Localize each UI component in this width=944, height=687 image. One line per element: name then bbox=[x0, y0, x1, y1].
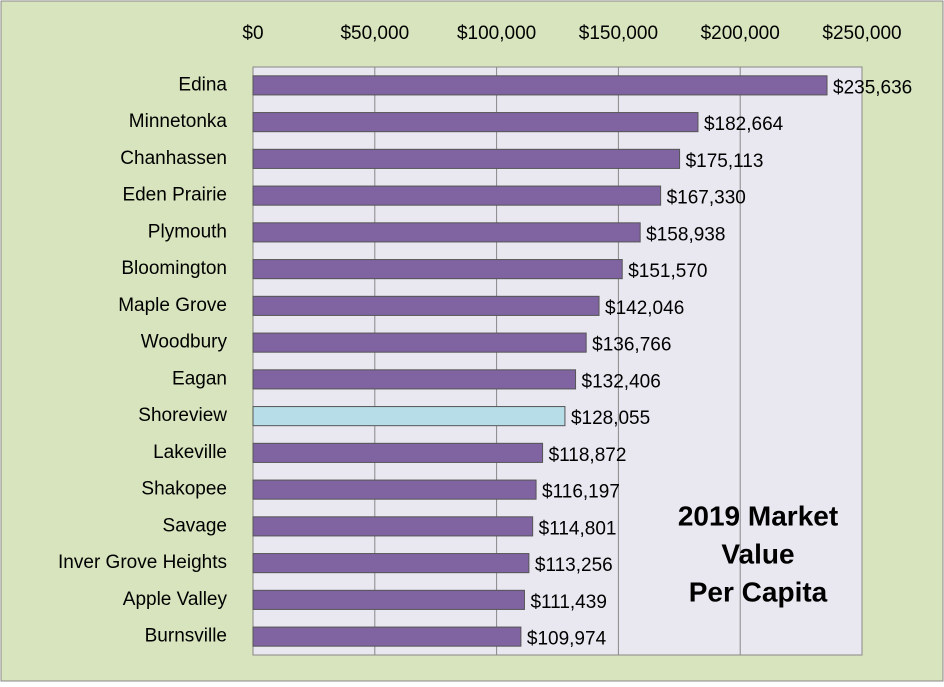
data-label: $182,664 bbox=[704, 114, 784, 135]
bar bbox=[252, 369, 577, 390]
y-tick-label: Shakopee bbox=[141, 479, 227, 500]
y-tick-label: Bloomington bbox=[121, 258, 227, 279]
data-label: $136,766 bbox=[592, 335, 671, 356]
bar bbox=[252, 479, 537, 500]
y-tick-label: Woodbury bbox=[141, 332, 228, 353]
y-tick-label: Minnetonka bbox=[129, 111, 228, 132]
y-tick-label: Inver Grove Heights bbox=[58, 552, 227, 573]
data-label: $113,256 bbox=[535, 555, 613, 576]
data-label: $116,197 bbox=[542, 482, 620, 503]
bar bbox=[252, 185, 662, 206]
y-tick-label: Apple Valley bbox=[123, 589, 228, 610]
data-label: $118,872 bbox=[549, 445, 627, 466]
y-tick-label: Chanhassen bbox=[120, 148, 227, 169]
data-label: $235,636 bbox=[833, 77, 912, 98]
data-label: $111,439 bbox=[530, 592, 606, 613]
x-tick-label: $0 bbox=[242, 23, 263, 44]
data-label: $114,801 bbox=[539, 518, 617, 539]
y-tick-label: Lakeville bbox=[153, 442, 227, 463]
bar bbox=[252, 112, 699, 133]
data-label: $158,938 bbox=[646, 224, 725, 245]
x-tick-label: $50,000 bbox=[340, 23, 409, 44]
y-tick-label: Eagan bbox=[172, 368, 227, 389]
x-tick-label: $150,000 bbox=[579, 23, 658, 44]
y-tick-label: Burnsville bbox=[145, 626, 227, 647]
y-tick-label: Savage bbox=[163, 515, 227, 536]
bar bbox=[252, 516, 534, 537]
data-label: $151,570 bbox=[628, 261, 707, 282]
data-label: $142,046 bbox=[605, 298, 684, 319]
bar bbox=[252, 442, 544, 463]
x-tick-label: $200,000 bbox=[701, 23, 780, 44]
y-tick-label: Edina bbox=[178, 74, 227, 95]
bar bbox=[252, 626, 522, 647]
y-tick-label: Maple Grove bbox=[118, 295, 227, 316]
bar bbox=[252, 589, 525, 610]
bar bbox=[252, 332, 587, 353]
chart-title: Per Capita bbox=[689, 576, 828, 607]
data-label: $167,330 bbox=[667, 188, 746, 209]
bar bbox=[252, 295, 600, 316]
data-label: $109,974 bbox=[527, 629, 607, 650]
bar bbox=[252, 259, 623, 280]
y-tick-label: Eden Prairie bbox=[122, 185, 227, 206]
x-tick-label: $100,000 bbox=[457, 23, 536, 44]
bar bbox=[252, 75, 828, 96]
chart-title: Value bbox=[721, 538, 794, 569]
bar bbox=[252, 222, 641, 243]
data-label: $132,406 bbox=[582, 371, 661, 392]
bar bbox=[252, 406, 566, 427]
bar bbox=[252, 148, 681, 169]
data-label: $128,055 bbox=[571, 408, 650, 429]
x-tick-label: $250,000 bbox=[822, 23, 901, 44]
data-label: $175,113 bbox=[686, 151, 764, 172]
bar bbox=[252, 553, 530, 574]
y-tick-label: Plymouth bbox=[148, 221, 227, 242]
chart-title: 2019 Market bbox=[678, 500, 838, 531]
y-tick-label: Shoreview bbox=[138, 405, 227, 426]
